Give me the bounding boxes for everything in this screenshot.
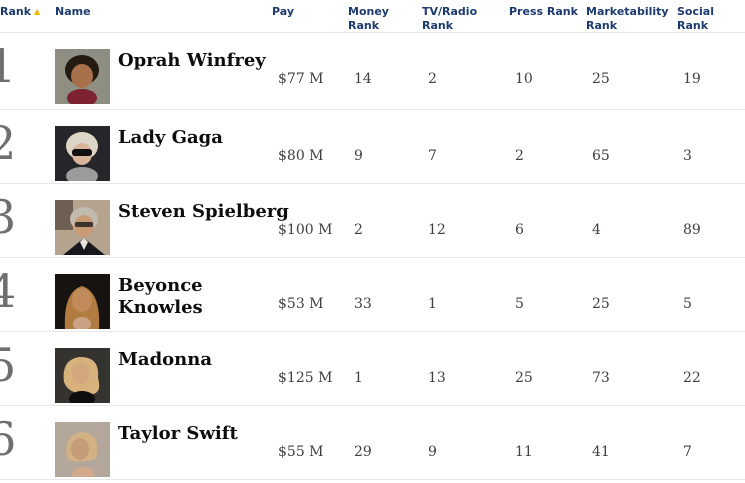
- column-header-tv-radio-rank[interactable]: TV/Radio Rank: [422, 5, 478, 32]
- pay-value: $77 M: [278, 71, 324, 87]
- social-rank-value: 3: [683, 148, 692, 164]
- marketability-rank-value: 25: [592, 71, 610, 87]
- social-rank-value: 19: [683, 71, 701, 87]
- lady-gaga-photo[interactable]: [55, 126, 110, 181]
- social-rank-value: 22: [683, 370, 701, 386]
- rank-number: 1: [0, 39, 17, 93]
- table-row: 6 Taylor Swift $55 M 29 9 11 41 7: [0, 406, 745, 480]
- table-row: 1 Oprah Winfrey $77 M 14 2 10 25 19: [0, 33, 745, 110]
- table-row: 2 Lady Gaga $80 M 9 7 2 65 3: [0, 110, 745, 184]
- taylor-swift-photo[interactable]: [55, 422, 110, 477]
- money-rank-value: 14: [354, 71, 372, 87]
- sort-ascending-icon: ▲: [34, 7, 41, 16]
- tv-radio-rank-value: 2: [428, 71, 437, 87]
- tv-radio-rank-value: 12: [428, 222, 446, 238]
- pay-value: $55 M: [278, 444, 324, 460]
- pay-value: $100 M: [278, 222, 333, 238]
- money-rank-value: 1: [354, 370, 363, 386]
- celebrity-name[interactable]: Taylor Swift: [118, 423, 238, 444]
- marketability-rank-value: 25: [592, 296, 610, 312]
- social-rank-value: 7: [683, 444, 692, 460]
- press-rank-value: 6: [515, 222, 524, 238]
- column-header-press-rank[interactable]: Press Rank: [509, 5, 578, 18]
- tv-radio-rank-value: 7: [428, 148, 437, 164]
- table-row: 4 Beyonce Knowles $53 M 33 1 5 25 5: [0, 258, 745, 332]
- column-header-marketability-rank[interactable]: Marketability Rank: [586, 5, 669, 32]
- rank-number: 2: [0, 116, 17, 170]
- money-rank-value: 2: [354, 222, 363, 238]
- steven-spielberg-photo[interactable]: [55, 200, 110, 255]
- money-rank-value: 33: [354, 296, 372, 312]
- madonna-photo[interactable]: [55, 348, 110, 403]
- money-rank-value: 29: [354, 444, 372, 460]
- oprah-winfrey-photo[interactable]: [55, 49, 110, 104]
- celebrity-name[interactable]: Lady Gaga: [118, 127, 223, 148]
- pay-value: $53 M: [278, 296, 324, 312]
- tv-radio-rank-value: 9: [428, 444, 437, 460]
- press-rank-value: 2: [515, 148, 524, 164]
- marketability-rank-value: 4: [592, 222, 601, 238]
- table-header: Rank ▲ Name Pay Money Rank TV/Radio Rank …: [0, 0, 745, 33]
- table-row: 5 Madonna $125 M 1 13 25 73 22: [0, 332, 745, 406]
- press-rank-value: 11: [515, 444, 533, 460]
- table-row: 3 Steven Spielberg $100 M 2 12 6 4 89: [0, 184, 745, 258]
- marketability-rank-value: 41: [592, 444, 610, 460]
- column-header-pay[interactable]: Pay: [272, 5, 295, 18]
- celebrity-name[interactable]: Madonna: [118, 349, 213, 370]
- celebrity-name[interactable]: Beyonce Knowles: [118, 275, 203, 318]
- column-header-rank[interactable]: Rank ▲: [0, 0, 47, 32]
- column-header-social-rank[interactable]: Social Rank: [677, 5, 714, 32]
- social-rank-value: 5: [683, 296, 692, 312]
- rank-number: 4: [0, 264, 17, 318]
- pay-value: $80 M: [278, 148, 324, 164]
- rank-column-label: Rank: [0, 5, 32, 18]
- rank-number: 3: [0, 190, 17, 244]
- rank-number: 5: [0, 338, 17, 392]
- rank-number: 6: [0, 412, 17, 466]
- tv-radio-rank-value: 13: [428, 370, 446, 386]
- social-rank-value: 89: [683, 222, 701, 238]
- money-rank-value: 9: [354, 148, 363, 164]
- marketability-rank-value: 73: [592, 370, 610, 386]
- beyonce-knowles-photo[interactable]: [55, 274, 110, 329]
- tv-radio-rank-value: 1: [428, 296, 437, 312]
- column-header-name[interactable]: Name: [55, 5, 91, 18]
- celebrity-name[interactable]: Steven Spielberg: [118, 201, 289, 222]
- marketability-rank-value: 65: [592, 148, 610, 164]
- celebrity-name[interactable]: Oprah Winfrey: [118, 50, 266, 71]
- press-rank-value: 25: [515, 370, 533, 386]
- press-rank-value: 10: [515, 71, 533, 87]
- press-rank-value: 5: [515, 296, 524, 312]
- pay-value: $125 M: [278, 370, 333, 386]
- column-header-money-rank[interactable]: Money Rank: [348, 5, 389, 32]
